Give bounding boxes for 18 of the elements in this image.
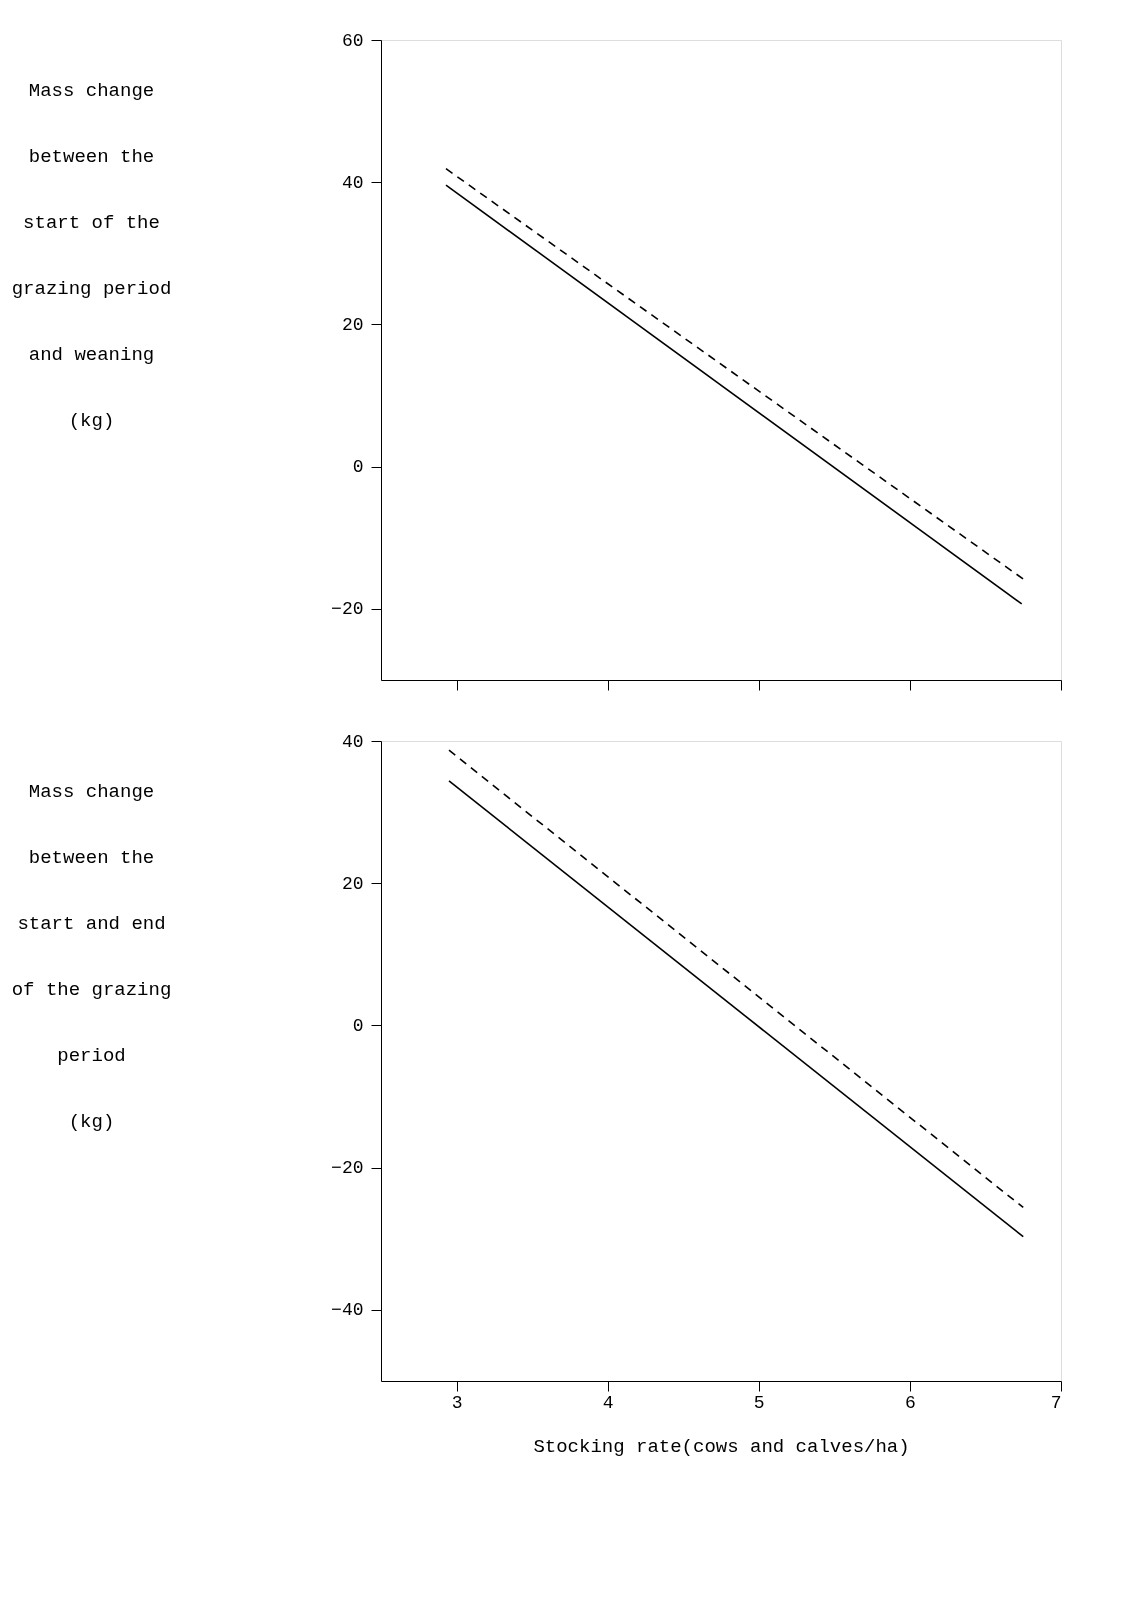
y-tick-label: 40 (341, 731, 364, 752)
x-tick-label: 7 (1050, 1392, 1062, 1413)
text: Mass change between the start and end of the grazing period (kg) (11, 780, 172, 1133)
y-tick-label: −40 (331, 1300, 364, 1321)
y-tick-label: 20 (341, 873, 364, 894)
x-tick-label: 4 (602, 1392, 614, 1413)
x-tick-label: 3 (451, 1392, 463, 1413)
y-tick-label: 20 (341, 314, 364, 335)
x-tick-label: 5 (753, 1392, 765, 1413)
text: Mass change between the start of the grazing period and weaning (kg) (11, 79, 172, 432)
y-tick-label: 60 (341, 30, 364, 51)
y-tick-label: −20 (331, 599, 364, 620)
x-axis-title: Stocking rate(cows and calves/ha) (533, 1435, 910, 1458)
y-tick-label: −20 (331, 1158, 364, 1179)
y-tick-label: 0 (352, 1015, 364, 1036)
x-tick-label: 6 (904, 1392, 916, 1413)
y-tick-label: 40 (341, 172, 364, 193)
y-tick-label: 0 (352, 457, 364, 478)
